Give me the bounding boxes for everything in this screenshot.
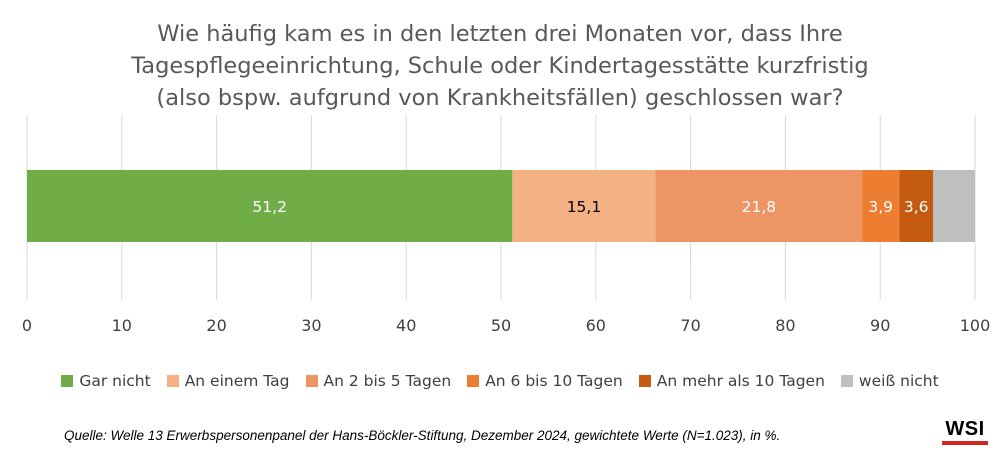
legend-swatch [840,375,853,387]
bar-data-label: 21,8 [742,198,777,216]
legend-swatch [467,375,480,387]
bar-data-label: 15,1 [567,198,602,216]
chart-title-line-1: Wie häufig kam es in den letzten drei Mo… [157,21,843,47]
legend-label: An 6 bis 10 Tagen [485,372,623,390]
legend-swatch [166,375,179,387]
bar-segment [933,170,975,242]
legend-label: An mehr als 10 Tagen [656,372,825,390]
legend-item: An mehr als 10 Tagen [638,372,825,390]
chart-title-line-2: Tagespflegeeinrichtung, Schule oder Kind… [131,53,869,79]
legend-label: An einem Tag [184,372,290,390]
legend-label: weiß nicht [858,372,939,390]
legend-item: An 6 bis 10 Tagen [467,372,623,390]
bar-data-label: 3,9 [868,198,893,216]
x-tick-label: 40 [396,316,416,335]
legend-label: An 2 bis 5 Tagen [323,372,452,390]
x-tick-label: 0 [22,316,32,335]
x-tick-label: 20 [206,316,226,335]
bar-data-label: 51,2 [252,198,287,216]
x-tick-label: 60 [586,316,606,335]
wsi-logo: WSI [942,418,988,445]
chart-title-line-3: (also bspw. aufgrund von Krankheitsfälle… [156,85,844,111]
bar-segment [27,170,513,242]
legend-item: weiß nicht [840,372,939,390]
x-tick-label: 80 [775,316,795,335]
legend-swatch [638,375,651,387]
x-tick-label: 90 [870,316,890,335]
legend-item: Gar nicht [61,372,151,390]
source-note: Quelle: Welle 13 Erwerbspersonenpanel de… [64,428,781,443]
x-tick-label: 70 [680,316,700,335]
bar-segment [655,170,863,242]
bar-segment [862,170,900,242]
legend-swatch [305,375,318,387]
chart-legend: Gar nicht An einem Tag An 2 bis 5 Tagen An … [0,372,1000,390]
chart-title: Wie häufig kam es in den letzten drei Mo… [0,18,1000,114]
legend-label: Gar nicht [79,372,151,390]
bar-segment [512,170,656,242]
legend-item: An 2 bis 5 Tagen [305,372,452,390]
wsi-logo-underline [942,441,988,445]
x-tick-label: 30 [301,316,321,335]
x-tick-label: 10 [112,316,132,335]
wsi-logo-text: WSI [945,418,985,440]
bar-segment [899,170,934,242]
x-tick-label: 50 [491,316,511,335]
bar-data-label: 3,6 [904,198,929,216]
x-tick-label: 100 [960,316,991,335]
legend-item: An einem Tag [166,372,290,390]
legend-swatch [61,375,74,387]
